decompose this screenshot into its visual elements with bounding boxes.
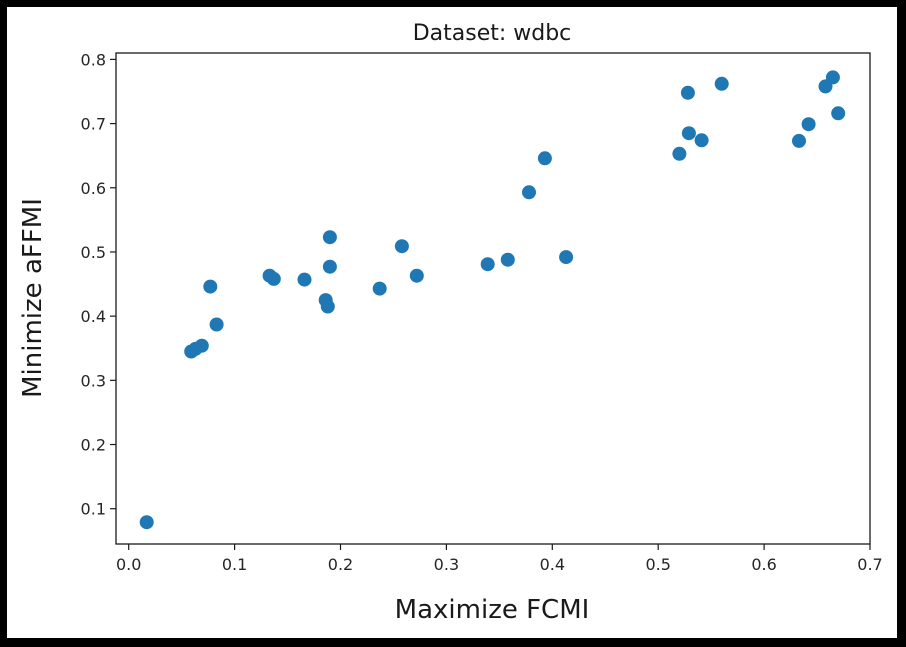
data-point-24 xyxy=(681,126,696,141)
chart-frame: Dataset: wdbc 0.0 0.1 0.2 0.3 0.4 0.5 0.6 0.7 0… xyxy=(7,7,897,638)
data-point-11 xyxy=(320,299,335,314)
data-point-25 xyxy=(694,133,709,148)
plot-area-border xyxy=(115,52,871,545)
chart-title: Dataset: wdbc xyxy=(413,21,572,46)
data-point-13 xyxy=(322,230,337,245)
x-tick-label: 0.4 xyxy=(540,555,565,574)
x-tick-label: 0.7 xyxy=(857,555,882,574)
data-point-22 xyxy=(672,146,687,161)
data-point-6 xyxy=(209,317,224,332)
x-tick-label: 0.6 xyxy=(751,555,776,574)
data-point-17 xyxy=(480,257,495,272)
x-axis-title: Maximize FCMI xyxy=(395,595,590,625)
scatter-chart: Dataset: wdbc 0.0 0.1 0.2 0.3 0.4 0.5 0.6 0.7 0… xyxy=(18,21,883,625)
data-point-5 xyxy=(203,279,218,294)
points-layer xyxy=(139,70,846,530)
y-axis: 0.1 0.2 0.3 0.4 0.5 0.6 0.7 0.8 xyxy=(81,50,116,519)
x-tick-label: 0.2 xyxy=(328,555,353,574)
y-tick-label: 0.7 xyxy=(81,115,106,134)
y-tick-label: 0.2 xyxy=(81,436,106,455)
x-tick-label: 0.1 xyxy=(222,555,247,574)
y-tick-label: 0.3 xyxy=(81,371,106,390)
data-point-31 xyxy=(831,106,846,121)
y-tick-label: 0.8 xyxy=(81,50,106,69)
y-axis-title: Minimize aFFMI xyxy=(18,198,48,398)
x-tick-label: 0.0 xyxy=(116,555,141,574)
x-tick-label: 0.5 xyxy=(645,555,670,574)
data-point-15 xyxy=(394,239,409,254)
data-point-12 xyxy=(322,259,337,274)
x-axis: 0.0 0.1 0.2 0.3 0.4 0.5 0.6 0.7 xyxy=(116,544,883,574)
data-point-1 xyxy=(139,515,154,530)
y-tick-label: 0.4 xyxy=(81,307,106,326)
data-point-26 xyxy=(714,76,729,91)
x-tick-label: 0.3 xyxy=(434,555,459,574)
data-point-18 xyxy=(500,252,515,267)
data-point-30 xyxy=(825,70,840,85)
data-point-20 xyxy=(537,151,552,166)
data-point-27 xyxy=(792,133,806,148)
data-point-21 xyxy=(559,250,574,265)
data-point-14 xyxy=(372,281,387,296)
y-tick-label: 0.5 xyxy=(81,243,106,262)
data-point-28 xyxy=(801,117,816,132)
y-tick-label: 0.6 xyxy=(81,179,106,198)
y-tick-label: 0.1 xyxy=(81,500,106,519)
data-point-23 xyxy=(680,85,695,100)
data-point-9 xyxy=(297,272,312,287)
data-point-16 xyxy=(409,268,424,283)
data-point-19 xyxy=(522,185,536,200)
data-point-4 xyxy=(194,338,209,353)
data-point-8 xyxy=(266,271,281,286)
